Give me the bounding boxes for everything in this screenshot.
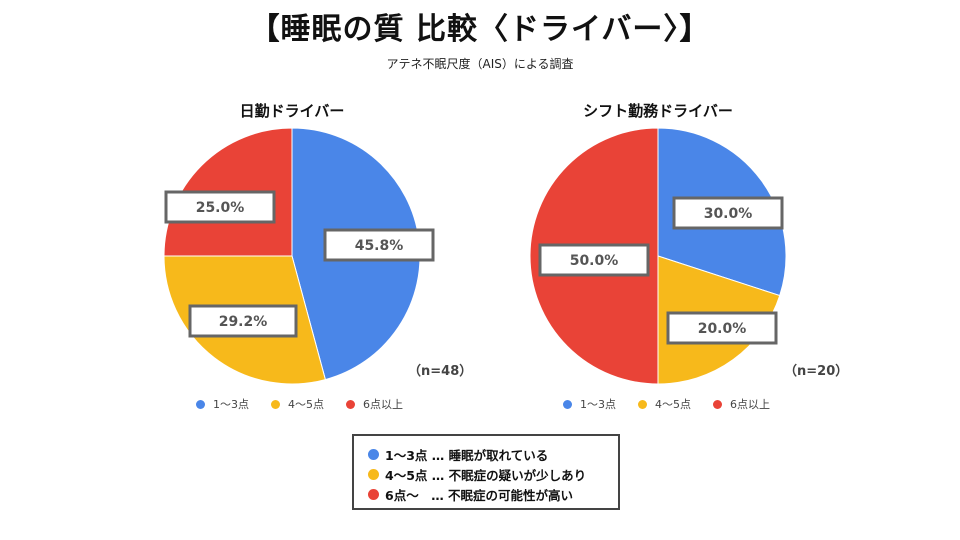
page-title: 【睡眠の質 比較〈ドライバー〉】 bbox=[249, 12, 711, 47]
data-label-box bbox=[323, 228, 435, 262]
legend-dot-yellow bbox=[271, 399, 280, 409]
sample-size-day: （n=48） bbox=[408, 364, 473, 379]
pie-data-label-0-0: 45.8% bbox=[323, 228, 435, 262]
legend-label: 6点以上 bbox=[363, 398, 403, 411]
score-explanation-box: 1～3点 … 睡眠が取れている 4～5点 … 不眠症の疑いが少しあり 6点～ …… bbox=[352, 434, 620, 510]
data-label-text: 20.0% bbox=[698, 321, 747, 337]
data-label-text: 50.0% bbox=[570, 253, 619, 269]
legend-dot-blue bbox=[196, 399, 205, 409]
pie-data-label-1-1: 20.0% bbox=[666, 311, 778, 345]
legend-dot-red bbox=[346, 399, 355, 409]
legend-day-drivers: 1～3点 4～5点 6点以上 bbox=[196, 396, 403, 412]
data-label-box bbox=[188, 304, 298, 338]
data-label-text: 30.0% bbox=[704, 206, 753, 222]
data-label-text: 29.2% bbox=[219, 314, 268, 330]
note-dot-blue bbox=[368, 448, 379, 460]
legend-dot-red bbox=[713, 399, 722, 409]
legend-item-1-3: 1～3点 bbox=[196, 396, 249, 412]
legend-label: 1～3点 bbox=[580, 398, 616, 411]
pie-data-label-0-1: 29.2% bbox=[188, 304, 298, 338]
legend-dot-yellow bbox=[638, 399, 647, 409]
pie-data-label-0-2: 25.0% bbox=[164, 190, 276, 224]
legend-label: 4～5点 bbox=[655, 398, 691, 411]
legend-shift-drivers: 1～3点 4～5点 6点以上 bbox=[563, 396, 770, 412]
note-text: 6点～ … 不眠症の可能性が高い bbox=[385, 487, 574, 503]
note-line-good-sleep: 1～3点 … 睡眠が取れている bbox=[368, 444, 608, 464]
legend-dot-blue bbox=[563, 399, 572, 409]
data-label-box bbox=[672, 196, 784, 230]
pie-data-label-1-2: 50.0% bbox=[538, 243, 650, 277]
legend-item-1-3: 1～3点 bbox=[563, 396, 616, 412]
sample-size-shift: （n=20） bbox=[784, 364, 849, 379]
note-dot-red bbox=[368, 488, 379, 500]
legend-item-4-5: 4～5点 bbox=[271, 396, 324, 412]
pie-data-label-1-0: 30.0% bbox=[672, 196, 784, 230]
legend-label: 1～3点 bbox=[213, 398, 249, 411]
page-subtitle: アテネ不眠尺度（AIS）による調査 bbox=[386, 57, 574, 71]
note-dot-yellow bbox=[368, 468, 379, 480]
data-label-box bbox=[666, 311, 778, 345]
chart-title-day-drivers: 日勤ドライバー bbox=[239, 102, 345, 120]
data-label-box bbox=[538, 243, 650, 277]
note-text: 4～5点 … 不眠症の疑いが少しあり bbox=[385, 467, 587, 483]
data-label-text: 25.0% bbox=[196, 200, 245, 216]
data-label-text: 45.8% bbox=[355, 238, 404, 254]
chart-title-shift-drivers: シフト勤務ドライバー bbox=[583, 102, 733, 120]
legend-label: 4～5点 bbox=[288, 398, 324, 411]
legend-item-6-plus: 6点以上 bbox=[346, 396, 403, 412]
note-line-slight-insomnia: 4～5点 … 不眠症の疑いが少しあり bbox=[368, 464, 608, 484]
legend-item-6-plus: 6点以上 bbox=[713, 396, 770, 412]
data-label-box bbox=[164, 190, 276, 224]
legend-label: 6点以上 bbox=[730, 398, 770, 411]
legend-item-4-5: 4～5点 bbox=[638, 396, 691, 412]
note-text: 1～3点 … 睡眠が取れている bbox=[385, 447, 549, 463]
note-line-likely-insomnia: 6点～ … 不眠症の可能性が高い bbox=[368, 484, 608, 504]
